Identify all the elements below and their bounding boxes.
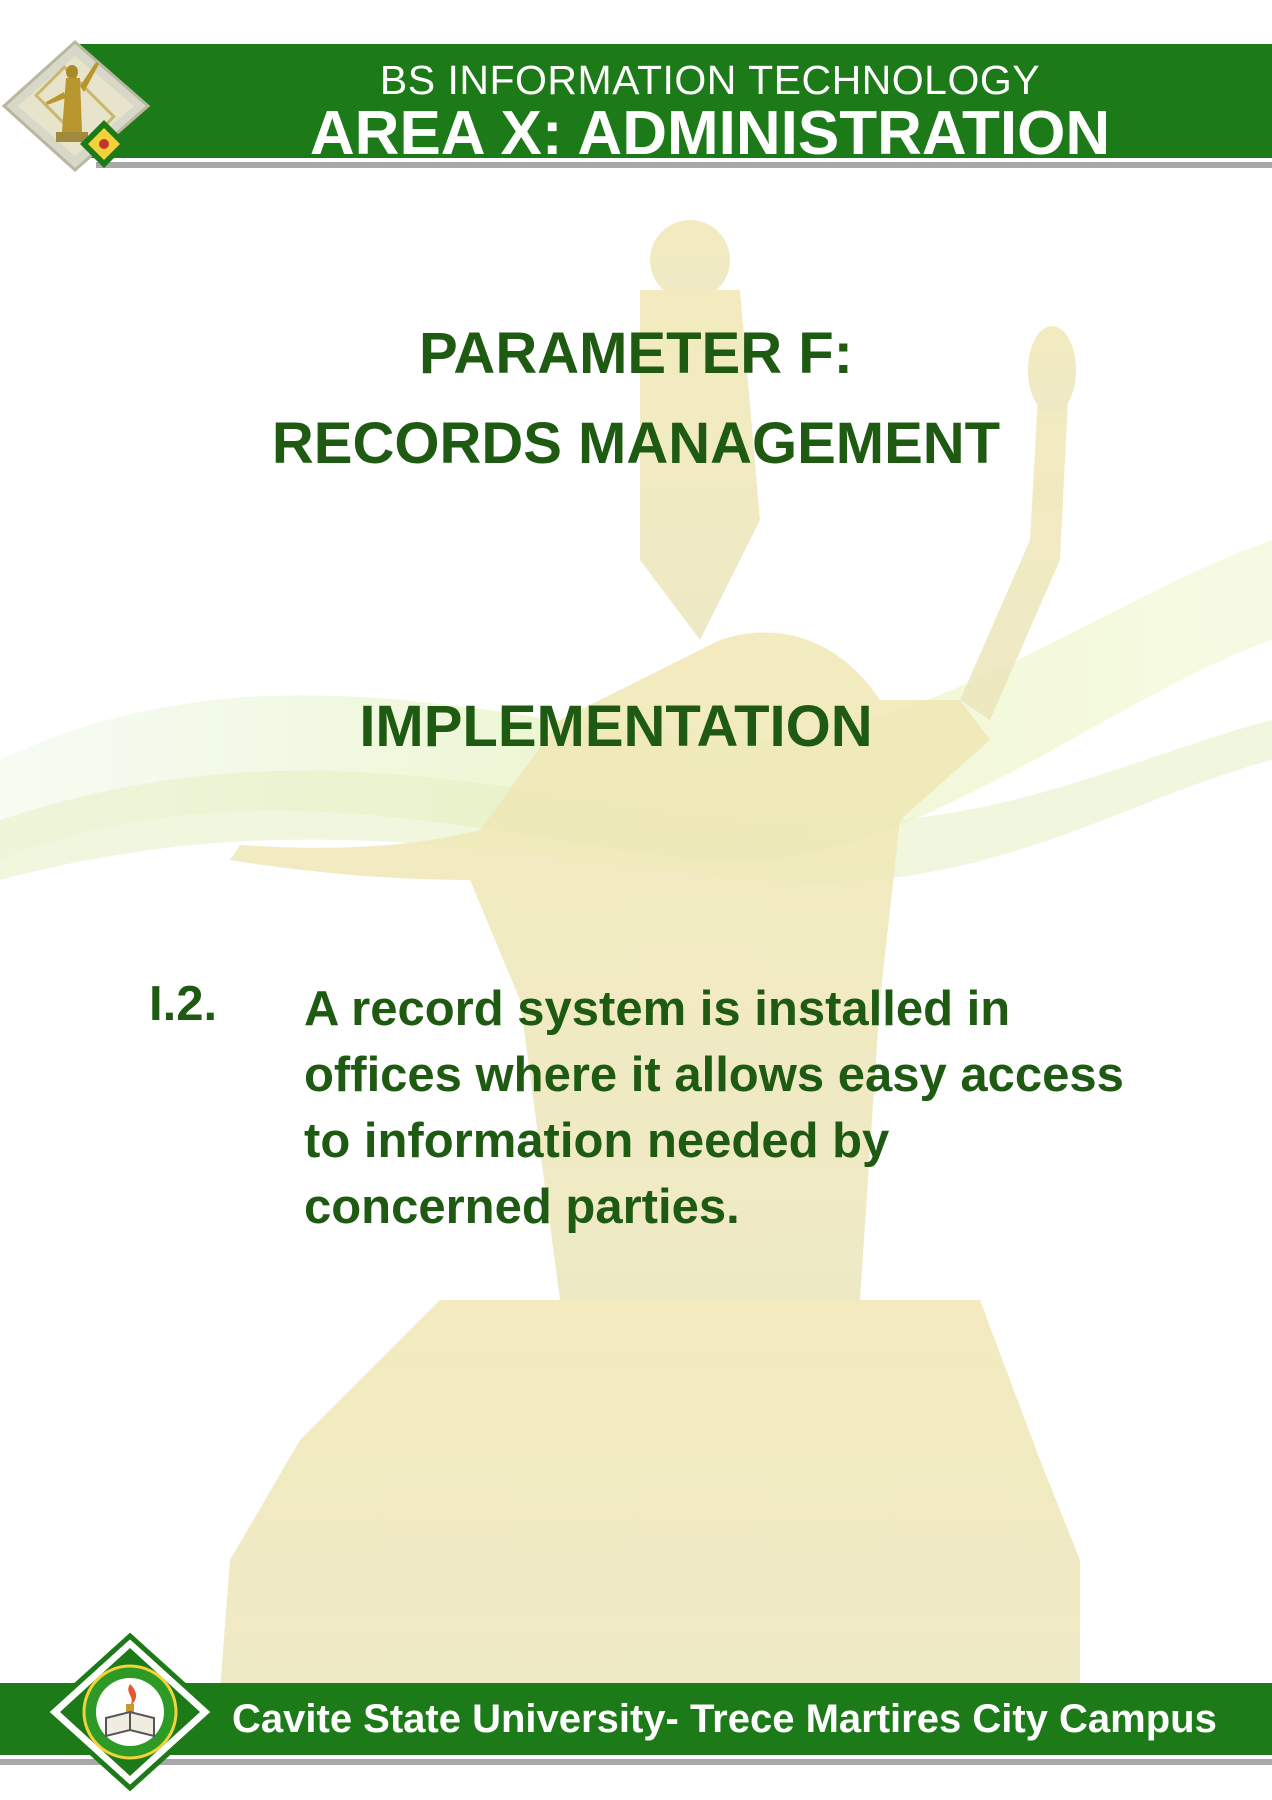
header-underline [96, 162, 1272, 168]
program-title: BS INFORMATION TECHNOLOGY [379, 57, 1041, 103]
item-number: I.2. [149, 977, 218, 1031]
area-title: AREA X: ADMINISTRATION [309, 99, 1111, 168]
campus-name: Cavite State University- Trece Martires … [232, 1697, 1217, 1741]
monument-emblem-icon [1, 39, 151, 173]
footer-underline [0, 1759, 1272, 1765]
university-seal-icon [42, 1632, 218, 1792]
header-band [80, 44, 1272, 158]
parameter-subtitle: RECORDS MANAGEMENT [271, 411, 1001, 476]
footer-band [0, 1683, 1272, 1755]
item-description: A record system is installed in offices … [304, 982, 1124, 1234]
parameter-title: PARAMETER F: [419, 321, 853, 386]
section-title: IMPLEMENTATION [359, 694, 873, 759]
